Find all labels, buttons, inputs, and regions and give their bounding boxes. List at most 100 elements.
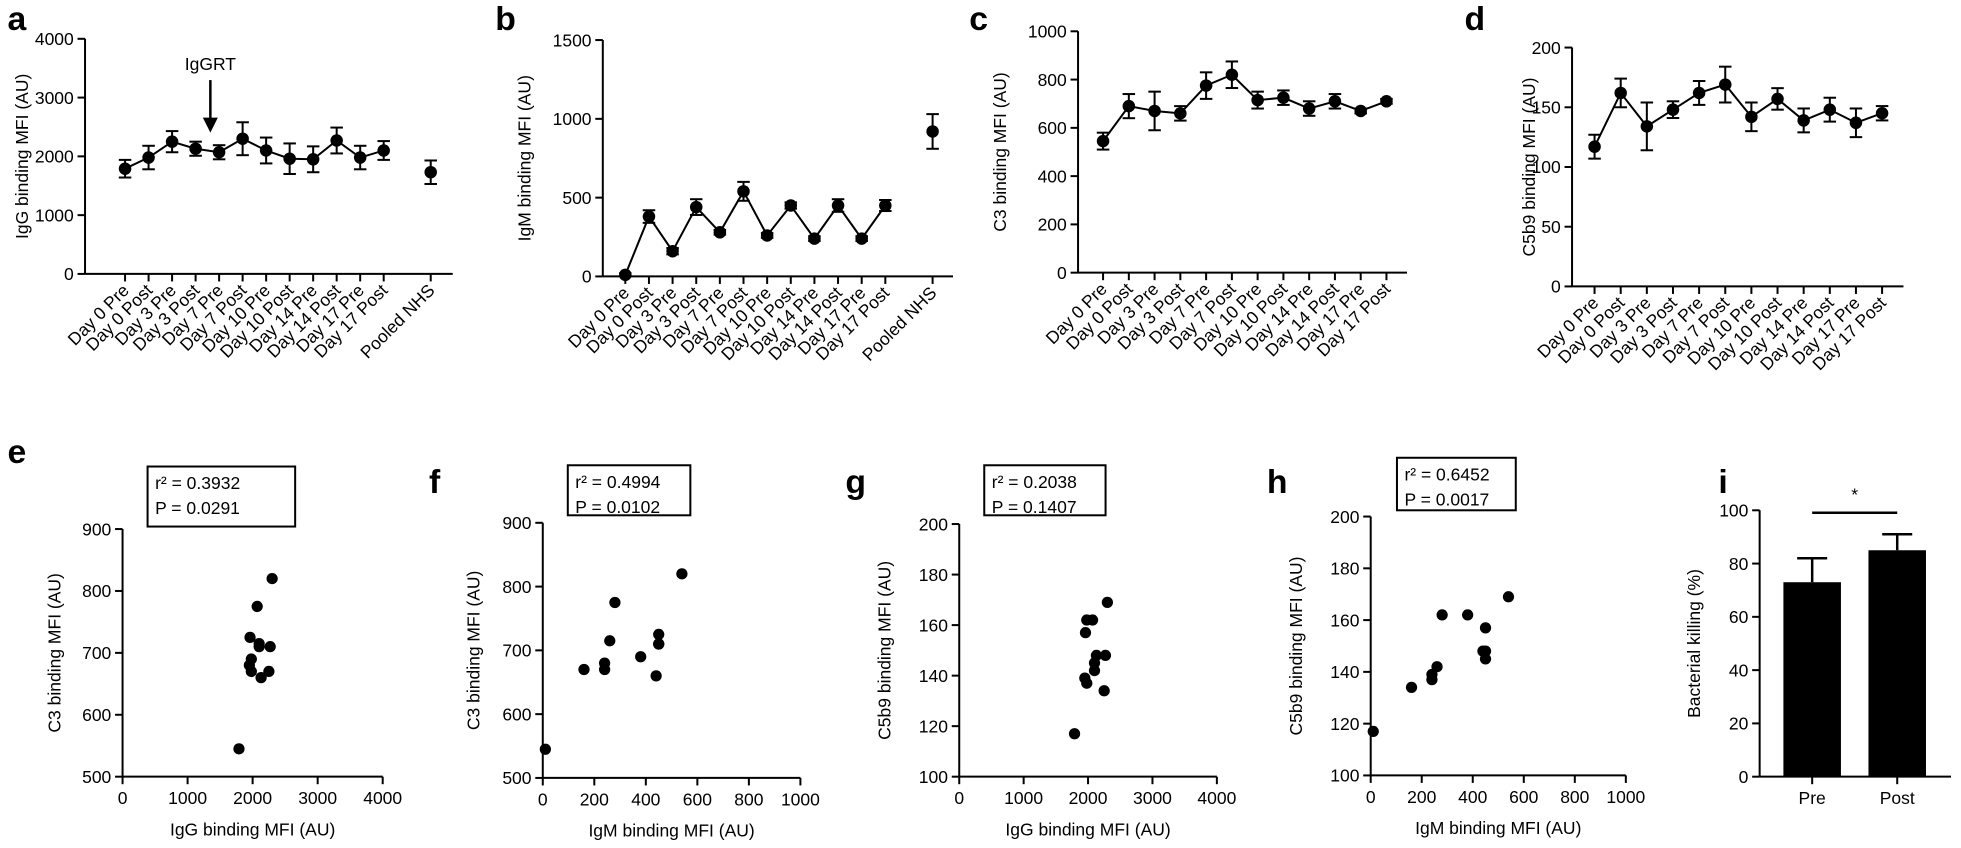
point xyxy=(1302,102,1316,115)
point xyxy=(689,200,703,214)
y-tick-label: 100 xyxy=(1330,766,1359,786)
y-tick-label: 800 xyxy=(82,581,111,601)
point xyxy=(189,142,202,155)
point xyxy=(1101,596,1114,608)
x-tick-label: Post xyxy=(1880,788,1915,808)
stats-text: r² = 0.6452 xyxy=(1404,464,1489,484)
x-tick-label: 4000 xyxy=(363,788,402,808)
y-axis-label: C3 binding MFI (AU) xyxy=(463,571,483,731)
point xyxy=(1354,104,1367,118)
panel-label: c xyxy=(969,0,988,38)
arrow-head xyxy=(202,117,218,133)
x-tick-label: 1000 xyxy=(1606,787,1645,807)
point xyxy=(1079,627,1092,639)
bar xyxy=(1783,582,1841,777)
point xyxy=(650,670,662,682)
stats-text: P = 0.0017 xyxy=(1404,489,1489,509)
y-tick-label: 500 xyxy=(82,767,111,787)
y-tick-label: 2000 xyxy=(35,147,74,167)
y-tick-label: 140 xyxy=(919,666,948,686)
y-tick-label: 200 xyxy=(919,514,948,534)
x-tick-label: 400 xyxy=(1458,787,1487,807)
point xyxy=(653,628,665,641)
y-axis-label: Bacterial killing (%) xyxy=(1684,569,1704,718)
point xyxy=(855,232,868,245)
point xyxy=(236,132,249,145)
x-tick-label: 0 xyxy=(954,788,964,808)
point xyxy=(1405,681,1418,694)
x-tick-label: 200 xyxy=(1407,787,1436,807)
point xyxy=(879,199,892,212)
point xyxy=(1328,95,1342,108)
y-tick-label: 0 xyxy=(582,267,592,287)
y-axis-label: C3 binding MFI (AU) xyxy=(990,72,1010,231)
point xyxy=(1875,106,1889,120)
point xyxy=(1380,95,1393,108)
y-tick-label: 3000 xyxy=(35,88,74,108)
y-tick-label: 120 xyxy=(1330,714,1359,734)
point xyxy=(1588,140,1601,153)
y-tick-label: 600 xyxy=(502,704,531,724)
point xyxy=(1797,114,1810,127)
point xyxy=(377,144,390,157)
point xyxy=(539,743,551,755)
y-tick-label: 600 xyxy=(82,705,111,725)
x-tick-label: 600 xyxy=(683,789,712,809)
x-tick-label: 1000 xyxy=(168,788,207,808)
point xyxy=(1640,120,1654,133)
stats-text: P = 0.0102 xyxy=(575,497,660,517)
point xyxy=(1081,677,1093,689)
point xyxy=(1367,725,1379,738)
point xyxy=(1849,116,1863,130)
stats-text: P = 0.0291 xyxy=(155,498,240,518)
x-tick-label: 3000 xyxy=(1133,788,1172,808)
y-tick-label: 900 xyxy=(82,519,111,539)
y-tick-label: 100 xyxy=(919,767,948,787)
point xyxy=(1479,653,1492,665)
point xyxy=(353,151,367,164)
panel-label: e xyxy=(8,433,27,471)
point xyxy=(1096,134,1110,148)
y-tick-label: 200 xyxy=(1532,38,1561,58)
point xyxy=(1277,91,1290,104)
y-tick-label: 180 xyxy=(1330,559,1359,579)
point xyxy=(259,144,273,157)
y-axis-label: IgM binding MFI (AU) xyxy=(515,75,535,241)
point xyxy=(1436,609,1448,621)
point xyxy=(251,600,263,613)
panel-label: d xyxy=(1464,0,1485,38)
point xyxy=(1479,645,1492,657)
point xyxy=(142,151,155,164)
point xyxy=(255,672,267,684)
y-tick-label: 200 xyxy=(1038,215,1067,235)
y-tick-label: 100 xyxy=(1532,157,1561,177)
y-tick-label: 0 xyxy=(64,264,74,284)
y-tick-label: 80 xyxy=(1729,554,1749,574)
y-tick-label: 700 xyxy=(82,643,111,663)
y-axis-label: C5b9 binding MFI (AU) xyxy=(1286,557,1306,736)
y-tick-label: 500 xyxy=(502,768,531,788)
x-tick-label: 400 xyxy=(631,789,660,809)
point xyxy=(245,665,257,678)
y-tick-label: 800 xyxy=(502,577,531,597)
stats-box xyxy=(566,464,692,517)
point xyxy=(1068,728,1081,740)
point xyxy=(1088,657,1101,669)
point xyxy=(118,162,132,175)
point xyxy=(1666,103,1680,116)
point xyxy=(1692,86,1706,100)
y-tick-label: 700 xyxy=(502,641,531,661)
y-tick-label: 0 xyxy=(1551,277,1561,297)
y-tick-label: 800 xyxy=(1038,70,1067,90)
x-tick-label: 4000 xyxy=(1197,788,1236,808)
point xyxy=(212,145,226,159)
x-axis-label: IgM binding MFI (AU) xyxy=(588,821,754,841)
point xyxy=(244,631,256,644)
point xyxy=(642,210,656,223)
point xyxy=(264,641,276,653)
stats-text: r² = 0.4994 xyxy=(575,472,660,492)
x-tick-label: 800 xyxy=(734,789,763,809)
y-tick-label: 1500 xyxy=(553,30,592,50)
